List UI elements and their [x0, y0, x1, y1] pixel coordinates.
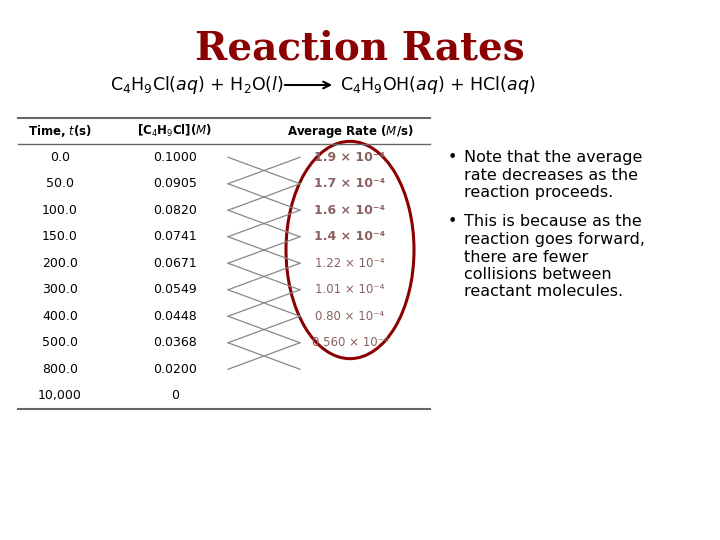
Text: 0.0200: 0.0200 — [153, 363, 197, 376]
Text: 1.4 × 10⁻⁴: 1.4 × 10⁻⁴ — [315, 230, 386, 243]
Text: 1.7 × 10⁻⁴: 1.7 × 10⁻⁴ — [315, 177, 386, 190]
Text: reaction goes forward,: reaction goes forward, — [464, 232, 645, 247]
Text: 0.0368: 0.0368 — [153, 336, 197, 349]
Text: 300.0: 300.0 — [42, 284, 78, 296]
Text: Average Rate ($M$/s): Average Rate ($M$/s) — [287, 123, 413, 139]
Text: reactant molecules.: reactant molecules. — [464, 285, 623, 300]
Text: This is because as the: This is because as the — [464, 214, 642, 230]
Text: 0.0671: 0.0671 — [153, 256, 197, 270]
Text: •: • — [448, 150, 457, 165]
Text: 0.80 × 10⁻⁴: 0.80 × 10⁻⁴ — [315, 310, 384, 323]
Text: 1.01 × 10⁻⁴: 1.01 × 10⁻⁴ — [315, 284, 384, 296]
Text: 0.0549: 0.0549 — [153, 284, 197, 296]
Text: Reaction Rates: Reaction Rates — [195, 30, 525, 68]
Text: 1.22 × 10⁻⁴: 1.22 × 10⁻⁴ — [315, 256, 384, 270]
Text: there are fewer: there are fewer — [464, 249, 588, 265]
Text: 0.0448: 0.0448 — [153, 310, 197, 323]
Text: 500.0: 500.0 — [42, 336, 78, 349]
Text: Time, $t$(s): Time, $t$(s) — [28, 123, 92, 139]
Text: 0.0741: 0.0741 — [153, 230, 197, 243]
Text: collisions between: collisions between — [464, 267, 611, 282]
Text: reaction proceeds.: reaction proceeds. — [464, 185, 613, 200]
Text: 0.1000: 0.1000 — [153, 151, 197, 164]
Text: 400.0: 400.0 — [42, 310, 78, 323]
Text: 0: 0 — [171, 389, 179, 402]
Text: 10,000: 10,000 — [38, 389, 82, 402]
Text: 800.0: 800.0 — [42, 363, 78, 376]
Text: 0.0905: 0.0905 — [153, 177, 197, 190]
Text: 50.0: 50.0 — [46, 177, 74, 190]
Text: 0.560 × 10⁻⁴: 0.560 × 10⁻⁴ — [312, 336, 388, 349]
Text: •: • — [448, 214, 457, 230]
Text: C$_4$H$_9$Cl($aq$) + H$_2$O($l$): C$_4$H$_9$Cl($aq$) + H$_2$O($l$) — [110, 74, 284, 96]
Text: Note that the average: Note that the average — [464, 150, 642, 165]
Text: 1.9 × 10⁻⁴: 1.9 × 10⁻⁴ — [315, 151, 385, 164]
Text: [C$_4$H$_9$Cl]($M$): [C$_4$H$_9$Cl]($M$) — [138, 123, 212, 139]
Text: 200.0: 200.0 — [42, 256, 78, 270]
Text: 1.6 × 10⁻⁴: 1.6 × 10⁻⁴ — [315, 204, 385, 217]
Text: rate decreases as the: rate decreases as the — [464, 167, 638, 183]
Text: 150.0: 150.0 — [42, 230, 78, 243]
Text: 0.0: 0.0 — [50, 151, 70, 164]
Text: C$_4$H$_9$OH($aq$) + HCl($aq$): C$_4$H$_9$OH($aq$) + HCl($aq$) — [340, 74, 536, 96]
Text: 100.0: 100.0 — [42, 204, 78, 217]
Text: 0.0820: 0.0820 — [153, 204, 197, 217]
